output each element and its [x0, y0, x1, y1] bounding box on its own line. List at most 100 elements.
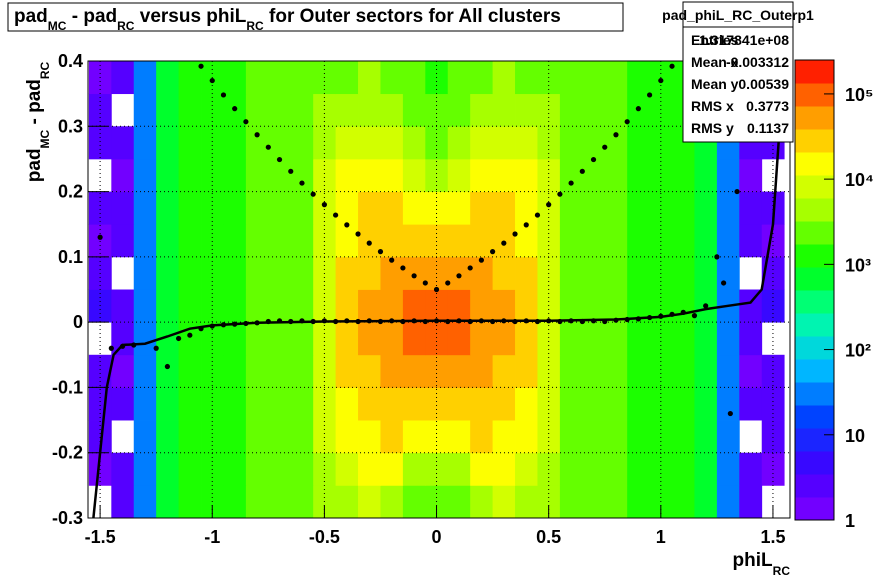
x-tick-label: -1.5 [85, 527, 116, 547]
heatmap-cell [133, 387, 157, 421]
heatmap-cell [425, 387, 449, 421]
profile-point [344, 222, 350, 228]
heatmap-cell [537, 387, 561, 421]
heatmap-cell [335, 452, 359, 486]
colorbar-label: 10⁵ [845, 85, 873, 105]
heatmap-cell [402, 354, 426, 388]
heatmap-cell [515, 191, 538, 225]
profile-point [209, 77, 215, 84]
heatmap-cell [559, 224, 583, 258]
heatmap-cell [694, 224, 718, 258]
heatmap-cell [156, 354, 180, 388]
heatmap-cell [470, 158, 494, 192]
profile-point [501, 240, 507, 246]
heatmap-cell [290, 93, 314, 127]
stats-value: 1.317841e+08 [699, 32, 789, 48]
heatmap-cell [223, 256, 247, 290]
heatmap-cell [515, 452, 538, 486]
heatmap-cell [492, 354, 516, 388]
profile-point [721, 280, 727, 286]
heatmap-cell [604, 485, 628, 519]
profile-point [647, 92, 653, 98]
heatmap-cell [537, 420, 561, 454]
heatmap-cell [133, 61, 157, 95]
heatmap-cell [582, 322, 606, 356]
profile-point [254, 132, 260, 138]
heatmap-cell [111, 354, 135, 388]
heatmap-cell [492, 61, 516, 95]
heatmap-cell [268, 126, 292, 160]
colorbar-label: 10³ [845, 255, 871, 275]
heatmap-cell [111, 452, 135, 486]
heatmap-cell [672, 256, 695, 290]
heatmap-cell [156, 158, 180, 192]
heatmap-cell [515, 485, 538, 519]
heatmap-cell [537, 93, 561, 127]
heatmap-cell [178, 485, 202, 519]
heatmap-cell [582, 224, 606, 258]
heatmap-cell [447, 224, 471, 258]
heatmap-cell [739, 322, 763, 356]
heatmap-cell [245, 420, 269, 454]
heatmap-cell [447, 452, 471, 486]
heatmap-cell [470, 61, 494, 95]
heatmap-cell [649, 93, 673, 127]
heatmap-cell [245, 289, 269, 323]
heatmap-cell [156, 256, 180, 290]
profile-point [669, 63, 675, 69]
heatmap-cell [178, 191, 202, 225]
heatmap-cell [716, 452, 740, 486]
heatmap-cell [694, 485, 718, 519]
heatmap-cell [604, 420, 628, 454]
profile-point [276, 156, 283, 163]
subscript: RC [38, 61, 52, 79]
colorbar-band [795, 198, 834, 222]
heatmap-cell [223, 420, 247, 454]
heatmap-cell [402, 224, 426, 258]
heatmap-cell [492, 387, 516, 421]
heatmap-cell [111, 191, 135, 225]
heatmap-cell [672, 452, 695, 486]
stats-value: 0.3773 [746, 98, 789, 114]
heatmap-cell [88, 289, 112, 323]
heatmap-cell [716, 387, 740, 421]
heatmap-cell [268, 387, 292, 421]
heatmap-cell [604, 61, 628, 95]
heatmap-cell [268, 61, 292, 95]
heatmap-cell [470, 256, 494, 290]
heatmap-cell [380, 61, 404, 95]
profile-point [490, 249, 496, 255]
heatmap-cell [537, 354, 561, 388]
heatmap-cell [627, 191, 650, 225]
heatmap-cell [559, 354, 583, 388]
heatmap-cell [358, 289, 381, 323]
colorbar-band [795, 83, 834, 107]
heatmap-cell [111, 158, 135, 192]
heatmap-cell [178, 387, 202, 421]
heatmap-cell [559, 126, 583, 160]
heatmap-cell [335, 289, 359, 323]
profile-points [198, 63, 675, 293]
profile-point [658, 77, 664, 84]
heatmap-cell [537, 289, 561, 323]
profile-point [557, 191, 563, 197]
stats-label: Entries [691, 32, 739, 48]
profile-point [389, 257, 395, 263]
profile-point [220, 92, 227, 98]
heatmap-cell [425, 158, 449, 192]
heatmap-cell [559, 256, 583, 290]
heatmap-cell [223, 452, 247, 486]
heatmap-cell [627, 322, 650, 356]
heatmap-cell [739, 158, 763, 192]
heatmap-cell [582, 191, 606, 225]
heatmap-cell [627, 289, 650, 323]
heatmap-cell [559, 420, 583, 454]
heatmap-cell [649, 126, 673, 160]
heatmap-cell [582, 485, 606, 519]
colorbar-band [795, 313, 834, 337]
heatmap-cell [201, 191, 224, 225]
heatmap-cell [694, 322, 718, 356]
x-axis-title: phiLRC [733, 550, 791, 578]
heatmap-cell [627, 354, 650, 388]
